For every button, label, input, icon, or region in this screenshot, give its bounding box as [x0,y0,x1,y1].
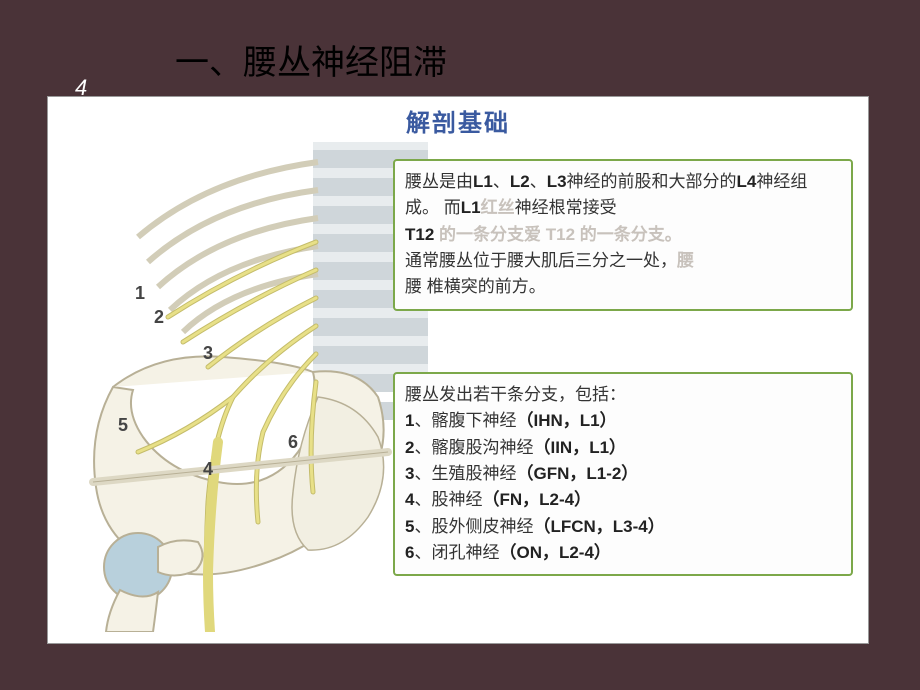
b2-item-3: 3、生殖股神经（GFN，L1-2） [405,461,841,487]
b2-intro: 腰丛发出若干条分支，包括： [405,382,841,408]
b1-ghost3: 腰 [677,251,694,270]
b1-line4: 腰 椎横突的前方。 [405,277,546,296]
b2-code3: （GFN，L1-2） [516,464,638,483]
slide-heading: 一、腰丛神经阻滞 [175,35,447,84]
b2-code5: （LFCN，L3-4） [533,517,664,536]
content-panel: 解剖基础 [47,96,869,644]
b2-code2: （IIN，L1） [533,438,626,457]
b1-l2: L2 [510,172,530,191]
b2-n3: 3 [405,464,414,483]
b1-l1b: L1 [461,198,481,217]
b1-pre: 腰丛是由 [405,172,473,191]
b1-mid: 神经的前股和大部分的 [567,172,737,191]
b2-item-2: 2、髂腹股沟神经（IIN，L1） [405,435,841,461]
b2-name1: 髂腹下神经 [431,411,516,430]
anatomy-label-2: 2 [154,307,164,328]
b1-line3: 通常腰丛位于腰大肌后三分之一处， [405,251,677,270]
anatomy-diagram [58,142,428,632]
description-box-1: 腰丛是由L1、L2、L3神经的前股和大部分的L4神经组成。 而L1红丝神经根常接… [393,159,853,311]
b2-code4: （FN，L2-4） [482,490,591,509]
b1-ghost1: 红丝 [481,198,515,217]
ribs [138,162,318,332]
b2-n2: 2 [405,438,414,457]
anatomy-label-4: 4 [203,459,213,480]
b1-ghost2: 的一条分支爱 T12 的一条分支。 [439,225,682,244]
b2-item-6: 6、闭孔神经（ON，L2-4） [405,540,841,566]
b2-name5: 股外侧皮神经 [431,517,533,536]
b2-code6: （ON，L2-4） [499,543,610,562]
b1-l4: L4 [737,172,757,191]
hip-joint [104,533,203,632]
b1-l3: L3 [547,172,567,191]
b2-name3: 生殖股神经 [431,464,516,483]
anatomy-label-6: 6 [288,432,298,453]
b2-item-4: 4、股神经（FN，L2-4） [405,487,841,513]
b2-item-1: 1、髂腹下神经（IHN，L1） [405,408,841,434]
b2-name2: 髂腹股沟神经 [431,438,533,457]
panel-title: 解剖基础 [48,103,868,138]
anatomy-label-3: 3 [203,343,213,364]
b1-t12: T12 [405,225,434,244]
anatomy-label-5: 5 [118,415,128,436]
b2-n5: 5 [405,517,414,536]
b2-n6: 6 [405,543,414,562]
b1-l1: L1 [473,172,493,191]
b2-name4: 股神经 [431,490,482,509]
b2-name6: 闭孔神经 [431,543,499,562]
b2-n1: 1 [405,411,414,430]
b1-mid2: 神经根常接受 [515,198,617,217]
anatomy-label-1: 1 [135,283,145,304]
b2-code1: （IHN，L1） [516,411,616,430]
b2-n4: 4 [405,490,414,509]
description-box-2: 腰丛发出若干条分支，包括： 1、髂腹下神经（IHN，L1） 2、髂腹股沟神经（I… [393,372,853,576]
b2-item-5: 5、股外侧皮神经（LFCN，L3-4） [405,514,841,540]
